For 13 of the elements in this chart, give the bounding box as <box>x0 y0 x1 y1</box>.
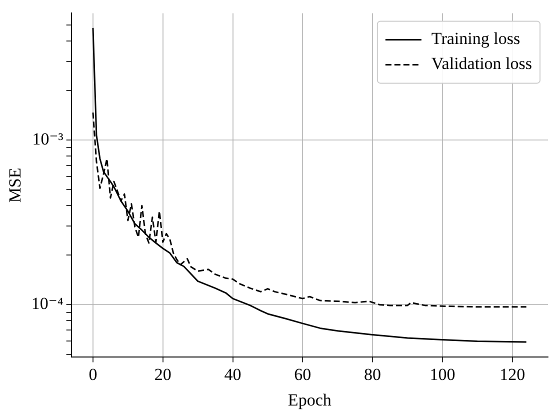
x-tick-label: 60 <box>294 364 312 384</box>
x-tick-label: 0 <box>88 364 98 384</box>
x-axis-title: Epoch <box>288 390 332 410</box>
x-tick-label: 80 <box>364 364 382 384</box>
y-axis-title: MSE <box>6 168 25 203</box>
x-tick-label: 100 <box>430 364 456 384</box>
x-tick-label: 40 <box>224 364 242 384</box>
y-tick-label: 10⁻⁴ <box>31 294 64 314</box>
legend-label: Training loss <box>431 29 520 48</box>
y-tick-label: 10⁻³ <box>32 130 64 149</box>
legend-label: Validation loss <box>431 54 532 74</box>
x-tick-label: 120 <box>500 364 526 384</box>
x-tick-label: 20 <box>154 364 172 384</box>
